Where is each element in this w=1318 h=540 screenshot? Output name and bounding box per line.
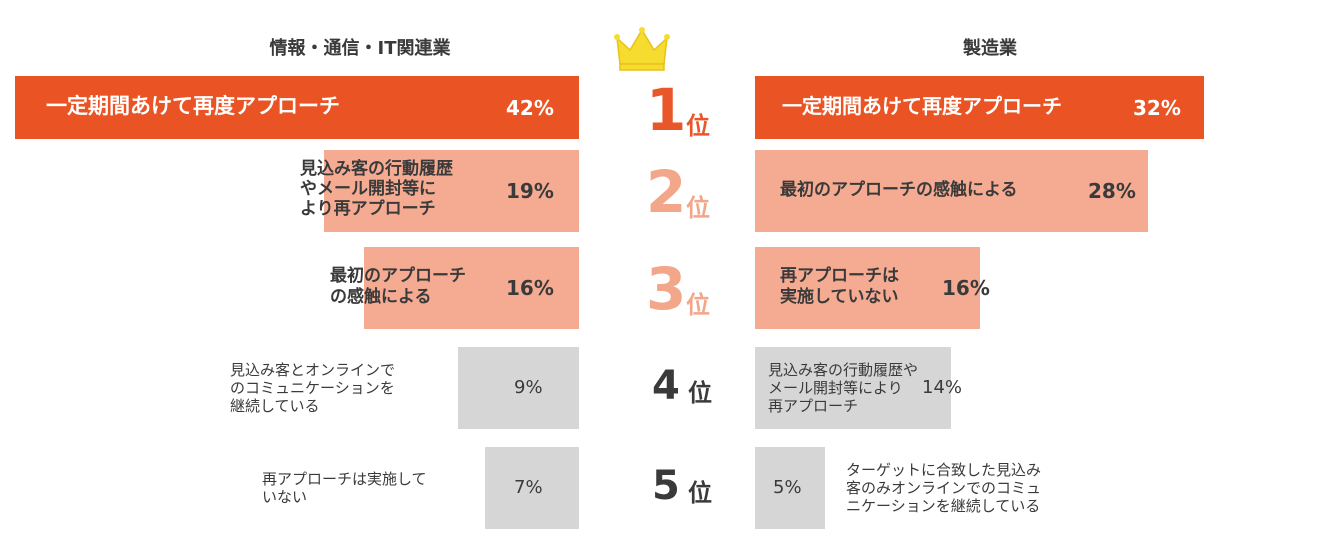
rank-3-suffix: 位 <box>686 291 710 319</box>
bar-left-value-2: 19% <box>506 179 554 203</box>
rank-1-suffix: 位 <box>686 112 710 140</box>
bar-left-label-4: 見込み客とオンラインで のコミュニケーションを 継続している <box>230 361 396 415</box>
bar-right-rank-3 <box>755 247 980 329</box>
bar-left-rank-5 <box>485 447 579 529</box>
rank-5-suffix: 位 <box>688 479 712 507</box>
bar-right-value-2: 28% <box>1088 179 1136 203</box>
rank-2-suffix: 位 <box>686 194 710 222</box>
bar-left-label-2: 見込み客の行動履歴 やメール開封等に より再アプローチ <box>300 158 453 220</box>
bar-right-value-1: 32% <box>1133 95 1181 120</box>
bar-right-value-5: 5% <box>773 477 802 498</box>
bar-right-rank-5 <box>755 447 825 529</box>
bar-right-rank-1 <box>755 76 1204 139</box>
bar-right-label-1: 一定期間あけて再度アプローチ <box>782 94 1062 118</box>
bar-left-rank-2 <box>324 150 579 232</box>
rank-4-suffix: 位 <box>688 379 712 407</box>
bar-right-label-3: 再アプローチは 実施していない <box>780 266 899 307</box>
bar-left-rank-1 <box>15 76 579 139</box>
bar-left-label-3: 最初のアプローチ の感触による <box>330 266 466 307</box>
right-chart-title: 製造業 <box>963 38 1017 59</box>
bar-left-label-1: 一定期間あけて再度アプローチ <box>46 94 340 118</box>
bar-right-label-2: 最初のアプローチの感触による <box>780 180 1018 201</box>
rank-4-number: 4 <box>652 363 680 409</box>
bar-right-rank-2 <box>755 150 1148 232</box>
rank-5-number: 5 <box>652 463 680 509</box>
bar-left-label-5: 再アプローチは実施して いない <box>262 470 427 506</box>
bar-left-rank-4 <box>458 347 579 429</box>
rank-1-number: 1 <box>646 76 687 144</box>
rank-3-number: 3 <box>646 255 687 323</box>
bar-left-rank-3 <box>364 247 579 329</box>
rank-2-number: 2 <box>646 158 687 226</box>
crown-icon <box>614 27 670 71</box>
bar-right-value-4: 14% <box>922 377 963 398</box>
bar-left-value-1: 42% <box>506 95 554 120</box>
bar-left-value-4: 9% <box>514 377 543 398</box>
bar-right-value-3: 16% <box>942 276 990 300</box>
bar-left-value-3: 16% <box>506 276 554 300</box>
bar-right-label-4: 見込み客の行動履歴や メール開封等により 再アプローチ <box>768 361 919 415</box>
left-chart-title: 情報・通信・IT関連業 <box>269 38 451 59</box>
bar-left-value-5: 7% <box>514 477 543 498</box>
bar-right-label-5: ターゲットに合致した見込み 客のみオンラインでのコミュ ニケーションを継続してい… <box>846 461 1042 515</box>
bar-right-rank-4 <box>755 347 951 429</box>
